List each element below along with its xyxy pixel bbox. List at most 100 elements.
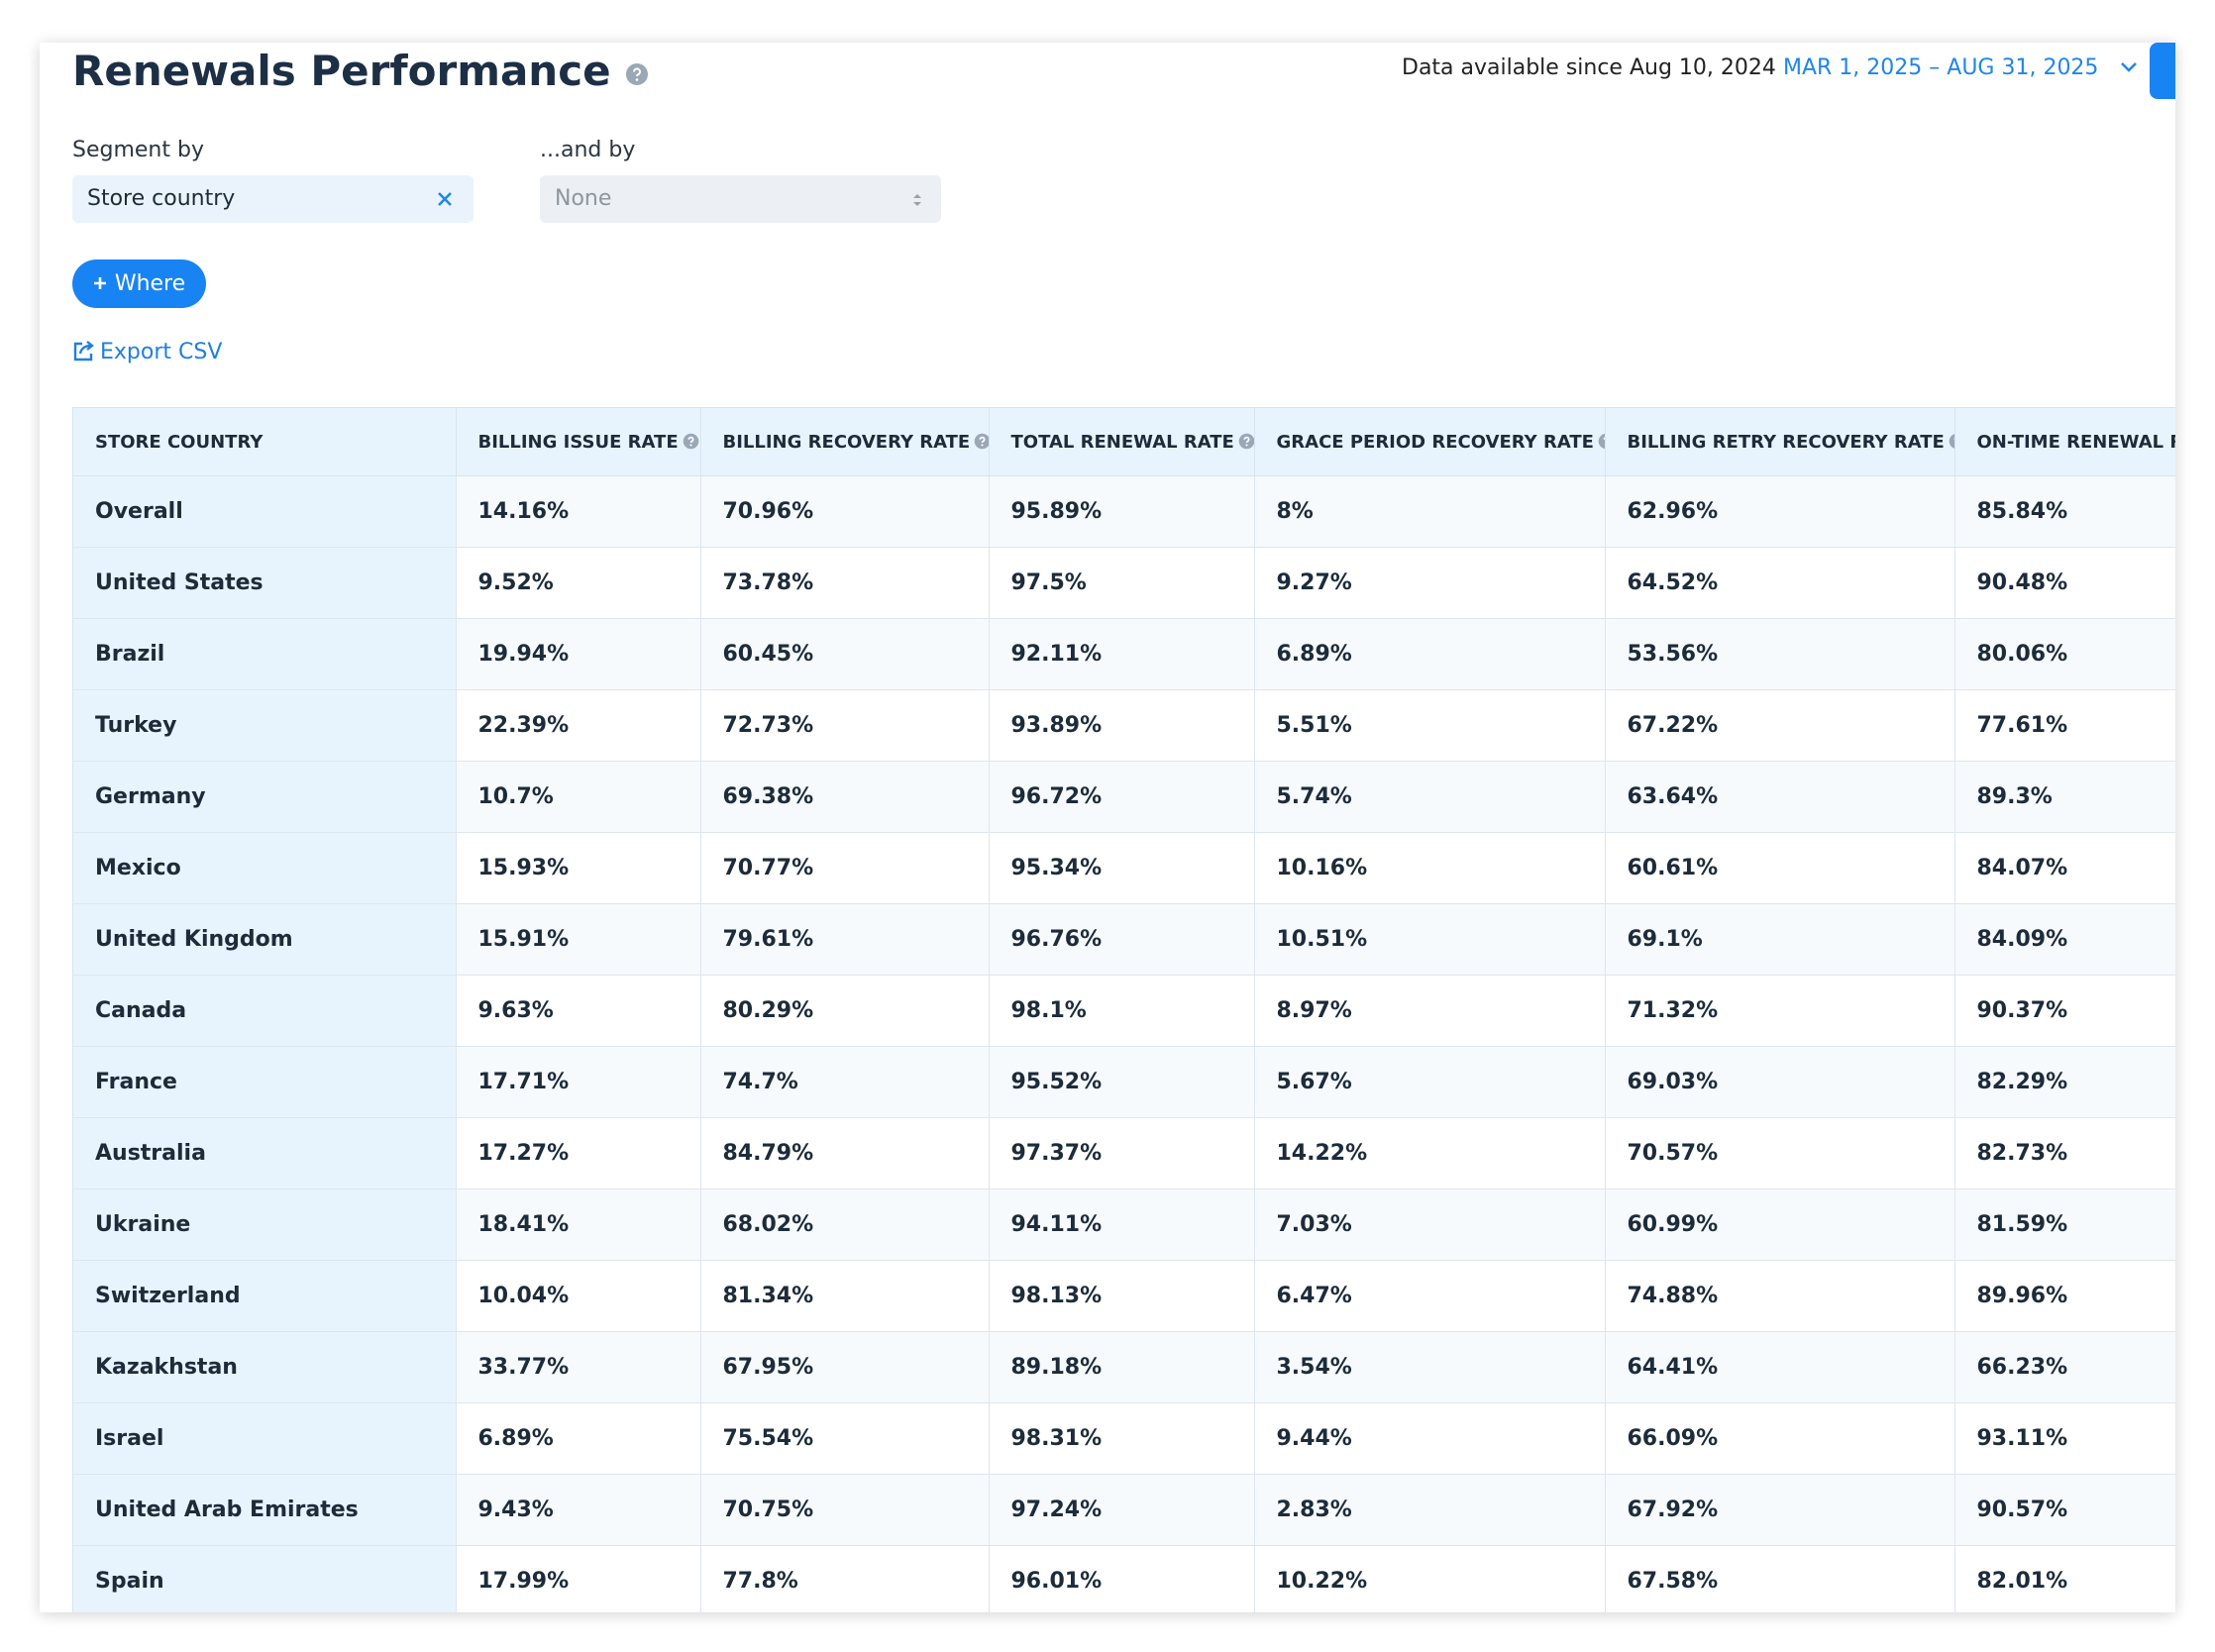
action-button[interactable] [2150, 43, 2175, 99]
table-cell: 96.01% [989, 1545, 1255, 1612]
column-header: BILLING ISSUE RATE [456, 408, 701, 476]
table-row: Spain 17.99% 77.8% 96.01% 10.22% 67.58% 82.01% [73, 1545, 2175, 1612]
plus-icon [93, 277, 106, 289]
column-header-text: GRACE PERIOD RECOVERY RATE [1276, 431, 1594, 453]
help-icon[interactable] [1949, 433, 1954, 450]
table-row: Ukraine 18.41% 68.02% 94.11% 7.03% 60.99% 81.5… [73, 1188, 2175, 1261]
row-label: Canada [73, 975, 457, 1047]
table-cell: 18.41% [456, 1188, 701, 1261]
table-cell: 15.93% [456, 832, 701, 904]
table-cell: 94.11% [989, 1188, 1255, 1261]
and-select[interactable]: None [540, 175, 941, 223]
export-text: Export CSV [100, 340, 223, 364]
table-cell: 3.54% [1254, 1331, 1606, 1403]
table-cell: 66.23% [1954, 1331, 2175, 1403]
table-row: Canada 9.63% 80.29% 98.1% 8.97% 71.32% 90.37% [73, 975, 2175, 1047]
table-cell: 96.72% [989, 761, 1255, 833]
table-cell: 97.37% [989, 1117, 1255, 1189]
table-cell: 60.99% [1605, 1188, 1955, 1261]
table-cell: 92.11% [989, 618, 1255, 690]
table-cell: 63.64% [1605, 761, 1955, 833]
table-cell: 69.1% [1605, 903, 1955, 976]
table-cell: 9.44% [1254, 1402, 1606, 1475]
table-cell: 70.96% [700, 475, 990, 548]
table-cell: 84.07% [1954, 832, 2175, 904]
row-label: Kazakhstan [73, 1331, 457, 1403]
table-row: Australia 17.27% 84.79% 97.37% 14.22% 70.57% 8… [73, 1117, 2175, 1189]
table-cell: 5.51% [1254, 689, 1606, 762]
table-cell: 77.8% [700, 1545, 990, 1612]
column-header-text: STORE COUNTRY [95, 431, 264, 453]
table-cell: 95.89% [989, 475, 1255, 548]
table-cell: 77.61% [1954, 689, 2175, 762]
date-range-text: MAR 1, 2025 – AUG 31, 2025 [1783, 55, 2099, 80]
where-button[interactable]: Where [72, 259, 206, 308]
clear-icon[interactable] [437, 191, 453, 207]
table-cell: 64.41% [1605, 1331, 1955, 1403]
table-row: United Arab Emirates 9.43% 70.75% 97.24% 2.8… [73, 1474, 2175, 1546]
column-header: BILLING RECOVERY RATE [700, 408, 990, 476]
segment-select[interactable]: Store country [72, 175, 474, 223]
table-cell: 17.27% [456, 1117, 701, 1189]
column-header-text: BILLING ISSUE RATE [477, 431, 679, 453]
row-label: Overall [73, 475, 457, 548]
table-cell: 17.99% [456, 1545, 701, 1612]
table-cell: 81.59% [1954, 1188, 2175, 1261]
table-cell: 70.75% [700, 1474, 990, 1546]
help-icon[interactable] [683, 433, 699, 450]
column-header-text: BILLING RECOVERY RATE [722, 431, 971, 453]
table-cell: 10.04% [456, 1260, 701, 1332]
table-cell: 71.32% [1605, 975, 1955, 1047]
help-icon[interactable] [1238, 433, 1254, 450]
table-cell: 81.34% [700, 1260, 990, 1332]
table-cell: 10.16% [1254, 832, 1606, 904]
table-row: France 17.71% 74.7% 95.52% 5.67% 69.03% 82.29% [73, 1046, 2175, 1118]
table-cell: 98.1% [989, 975, 1255, 1047]
table-cell: 66.09% [1605, 1402, 1955, 1475]
table-cell: 15.91% [456, 903, 701, 976]
table-row: Kazakhstan 33.77% 67.95% 89.18% 3.54% 64.41% 6… [73, 1331, 2175, 1403]
table-cell: 6.89% [1254, 618, 1606, 690]
table-cell: 73.78% [700, 547, 990, 619]
page-title: Renewals Performance [72, 47, 649, 95]
row-label: Spain [73, 1545, 457, 1612]
row-label: Switzerland [73, 1260, 457, 1332]
table-cell: 69.38% [700, 761, 990, 833]
table-cell: 84.09% [1954, 903, 2175, 976]
export-link[interactable]: Export CSV [72, 340, 222, 364]
table-cell: 6.47% [1254, 1260, 1606, 1332]
table-cell: 5.74% [1254, 761, 1606, 833]
table-cell: 9.52% [456, 547, 701, 619]
row-label: Mexico [73, 832, 457, 904]
help-icon[interactable] [974, 433, 989, 450]
export-icon [73, 341, 94, 361]
table-cell: 82.73% [1954, 1117, 2175, 1189]
table-cell: 80.29% [700, 975, 990, 1047]
row-label: United Arab Emirates [73, 1474, 457, 1546]
table-cell: 9.43% [456, 1474, 701, 1546]
table-cell: 10.51% [1254, 903, 1606, 976]
table-cell: 74.7% [700, 1046, 990, 1118]
table-cell: 14.22% [1254, 1117, 1606, 1189]
table-cell: 17.71% [456, 1046, 701, 1118]
data-table: STORE COUNTRY BILLING ISSUE RATE BILLING R… [73, 408, 2175, 1612]
table-cell: 22.39% [456, 689, 701, 762]
table-cell: 70.57% [1605, 1117, 1955, 1189]
table-cell: 84.79% [700, 1117, 990, 1189]
table-cell: 79.61% [700, 903, 990, 976]
date-range[interactable]: MAR 1, 2025 – AUG 31, 2025 [1783, 55, 2139, 80]
table-cell: 90.57% [1954, 1474, 2175, 1546]
row-label: Australia [73, 1117, 457, 1189]
select-arrows [913, 194, 921, 206]
table-cell: 90.37% [1954, 975, 2175, 1047]
row-label: France [73, 1046, 457, 1118]
help-icon[interactable] [1598, 433, 1605, 450]
table-row: Germany 10.7% 69.38% 96.72% 5.74% 63.64% 89.3% [73, 761, 2175, 833]
column-header: TOTAL RENEWAL RATE [989, 408, 1255, 476]
table-row: United States 9.52% 73.78% 97.5% 9.27% 64.52%… [73, 547, 2175, 619]
column-header-text: TOTAL RENEWAL RATE [1010, 431, 1234, 453]
help-icon[interactable] [625, 62, 649, 86]
row-label: Germany [73, 761, 457, 833]
table-cell: 96.76% [989, 903, 1255, 976]
